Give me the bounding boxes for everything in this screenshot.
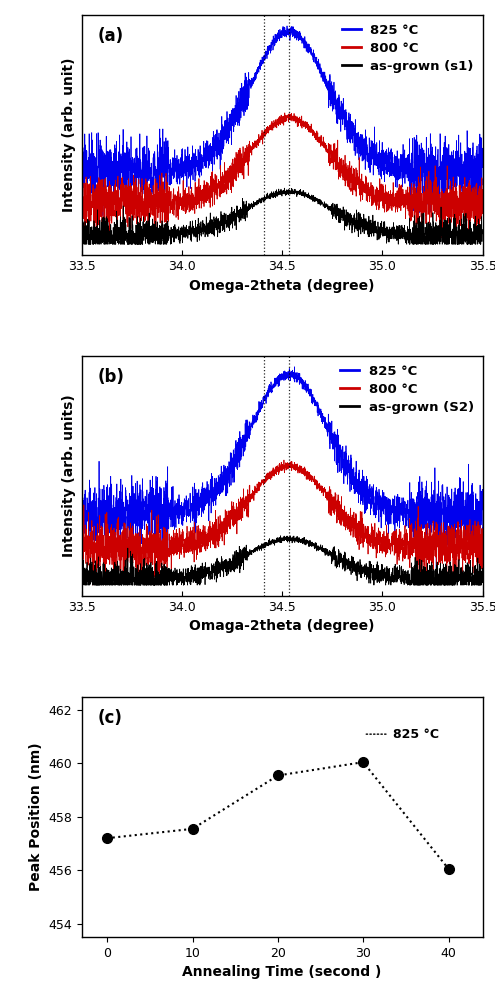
X-axis label: Annealing Time (second ): Annealing Time (second )	[183, 965, 382, 979]
Y-axis label: Peak Position (nm): Peak Position (nm)	[29, 742, 43, 891]
X-axis label: Omaga-2theta (degree): Omaga-2theta (degree)	[190, 619, 375, 633]
Y-axis label: Intensity (arb. unit): Intensity (arb. unit)	[62, 58, 76, 212]
Legend: 825 °C, 800 °C, as-grown (S2): 825 °C, 800 °C, as-grown (S2)	[335, 360, 479, 419]
Y-axis label: Intensity (arb. units): Intensity (arb. units)	[62, 395, 76, 557]
Text: (b): (b)	[98, 368, 125, 386]
Text: (c): (c)	[98, 708, 123, 726]
Text: 825 °C: 825 °C	[393, 727, 439, 740]
Legend: 825 °C, 800 °C, as-grown (s1): 825 °C, 800 °C, as-grown (s1)	[337, 19, 479, 78]
X-axis label: Omega-2theta (degree): Omega-2theta (degree)	[190, 279, 375, 293]
Text: (a): (a)	[98, 27, 124, 45]
